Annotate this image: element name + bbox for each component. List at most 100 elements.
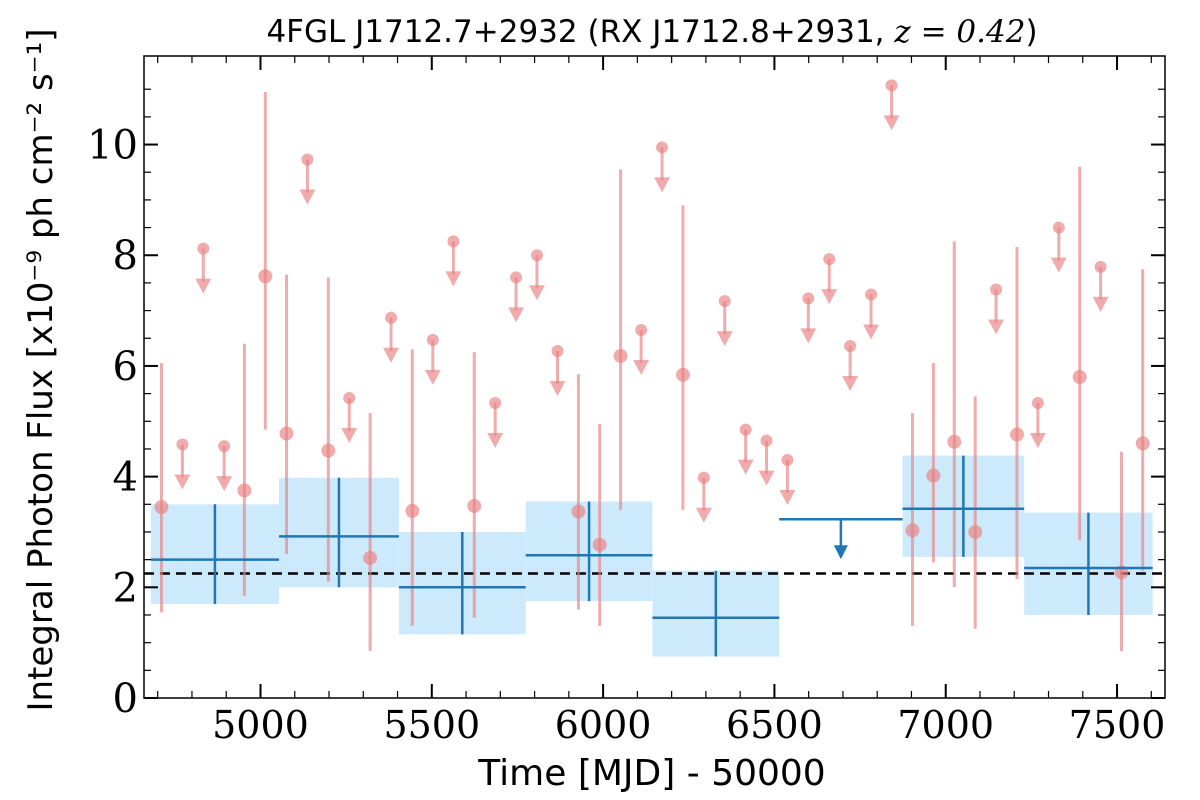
short-bin-point-5 (363, 550, 378, 565)
short-bin-point-13 (926, 468, 941, 483)
short-bin-series (154, 79, 1150, 651)
short-bin-ul-point-15 (718, 295, 731, 308)
short-bin-ul-arrow-1 (195, 278, 212, 294)
short-bin-point-19 (1135, 436, 1150, 451)
short-bin-ul-arrow-12 (633, 359, 650, 375)
short-bin-point-9 (592, 537, 607, 552)
plot-frame (143, 55, 1166, 699)
short-bin-ul-arrow-10 (528, 285, 545, 301)
short-bin-ul-arrow-5 (383, 347, 400, 363)
short-bin-point-7 (467, 498, 482, 513)
axes-frame (143, 55, 1166, 699)
title-suffix: ) (1025, 14, 1037, 50)
short-bin-ul-arrow-15 (716, 331, 733, 347)
y-tick-label: 8 (113, 233, 138, 279)
short-bin-ul-arrow-4 (341, 428, 358, 444)
short-bin-ul-arrow-17 (758, 470, 775, 486)
x-tick-label: 5500 (383, 703, 480, 747)
short-bin-ul-arrow-22 (863, 324, 880, 340)
short-bin-ul-point-8 (489, 397, 502, 410)
short-bin-ul-arrow-23 (883, 115, 900, 131)
short-bin-ul-arrow-19 (800, 328, 817, 344)
short-bin-ul-point-9 (510, 271, 523, 284)
short-bin-ul-point-4 (343, 392, 356, 405)
short-bin-ul-point-24 (990, 283, 1003, 296)
short-bin-ul-point-16 (739, 423, 752, 436)
short-bin-ul-arrow-14 (695, 507, 712, 523)
short-bin-point-4 (321, 443, 336, 458)
short-bin-ul-point-23 (885, 79, 898, 92)
short-bin-point-3 (279, 426, 294, 441)
x-tick-label: 6000 (555, 703, 652, 747)
short-bin-point-11 (675, 367, 690, 382)
title-redshift: z = 0.42 (893, 14, 1025, 50)
short-bin-point-14 (947, 434, 962, 449)
x-tick-label: 6500 (726, 703, 823, 747)
short-bin-ul-point-12 (635, 323, 648, 336)
short-bin-ul-point-0 (176, 438, 189, 451)
short-bin-ul-point-14 (697, 471, 710, 484)
short-bin-ul-point-2 (218, 440, 231, 453)
short-bin-ul-point-3 (301, 153, 314, 166)
short-bin-ul-point-1 (197, 242, 210, 255)
short-bin-ul-point-18 (781, 454, 794, 467)
short-bin-ul-point-25 (1031, 397, 1044, 410)
short-bin-point-1 (237, 483, 252, 498)
long-bin-series (150, 455, 1153, 657)
short-bin-ul-arrow-25 (1029, 433, 1046, 449)
short-bin-point-10 (613, 348, 628, 363)
short-bin-point-8 (571, 504, 586, 519)
short-bin-point-0 (154, 500, 169, 515)
short-bin-ul-point-17 (760, 434, 773, 447)
y-tick-label: 10 (87, 123, 138, 169)
short-bin-ul-arrow-8 (487, 433, 504, 449)
short-bin-ul-arrow-13 (654, 177, 671, 193)
short-bin-ul-arrow-2 (216, 476, 233, 492)
long-bin-ul-arrow-0 (833, 545, 848, 560)
y-tick-label: 4 (113, 455, 138, 501)
short-bin-ul-arrow-9 (508, 307, 525, 323)
y-tick-label: 6 (113, 344, 138, 390)
short-bin-point-12 (905, 523, 920, 538)
short-bin-point-16 (1009, 427, 1024, 442)
chart-title: 4FGL J1712.7+2932 (RX J1712.8+2931, z = … (266, 14, 1037, 50)
short-bin-point-6 (405, 503, 420, 518)
x-tick-label: 7000 (897, 703, 994, 747)
short-bin-ul-arrow-16 (737, 459, 754, 475)
short-bin-ul-point-21 (844, 340, 857, 353)
short-bin-ul-arrow-27 (1092, 296, 1109, 312)
short-bin-ul-point-27 (1094, 260, 1107, 273)
short-bin-ul-point-5 (385, 311, 398, 324)
short-bin-ul-point-13 (656, 141, 669, 154)
short-bin-ul-point-26 (1052, 221, 1065, 234)
short-bin-ul-arrow-11 (549, 380, 566, 396)
x-axis-label: Time [MJD] - 50000 (477, 753, 825, 794)
short-bin-point-17 (1072, 370, 1087, 384)
title-prefix: 4FGL J1712.7+2932 (RX J1712.8+2931, (266, 14, 894, 50)
y-tick-label: 2 (113, 565, 138, 611)
short-bin-ul-arrow-20 (821, 289, 838, 305)
short-bin-ul-arrow-6 (424, 369, 441, 385)
short-bin-ul-point-7 (447, 235, 460, 248)
short-bin-ul-arrow-24 (988, 319, 1005, 335)
y-axis-label: Integral Photon Flux [x10⁻⁹ ph cm⁻² s⁻¹] (21, 28, 61, 711)
y-tick-label: 0 (113, 676, 138, 722)
short-bin-ul-point-22 (865, 288, 878, 301)
short-bin-ul-point-10 (530, 249, 543, 262)
short-bin-ul-point-11 (551, 344, 564, 357)
short-bin-ul-arrow-0 (174, 474, 191, 490)
short-bin-ul-arrow-18 (779, 490, 796, 506)
short-bin-ul-point-20 (823, 253, 836, 266)
x-tick-label: 7500 (1069, 703, 1166, 747)
short-bin-ul-arrow-7 (445, 271, 462, 287)
x-tick-label: 5000 (212, 703, 309, 747)
short-bin-ul-point-6 (426, 333, 439, 346)
short-bin-ul-arrow-21 (842, 376, 859, 392)
short-bin-point-2 (258, 269, 273, 284)
short-bin-point-15 (968, 524, 983, 539)
short-bin-ul-arrow-26 (1050, 257, 1067, 273)
axis-ticks: 5000 5500 6000 6500 7000 7500 0 2 4 6 8 10 (87, 56, 1165, 747)
short-bin-ul-point-19 (802, 292, 815, 305)
short-bin-ul-arrow-3 (299, 189, 316, 205)
